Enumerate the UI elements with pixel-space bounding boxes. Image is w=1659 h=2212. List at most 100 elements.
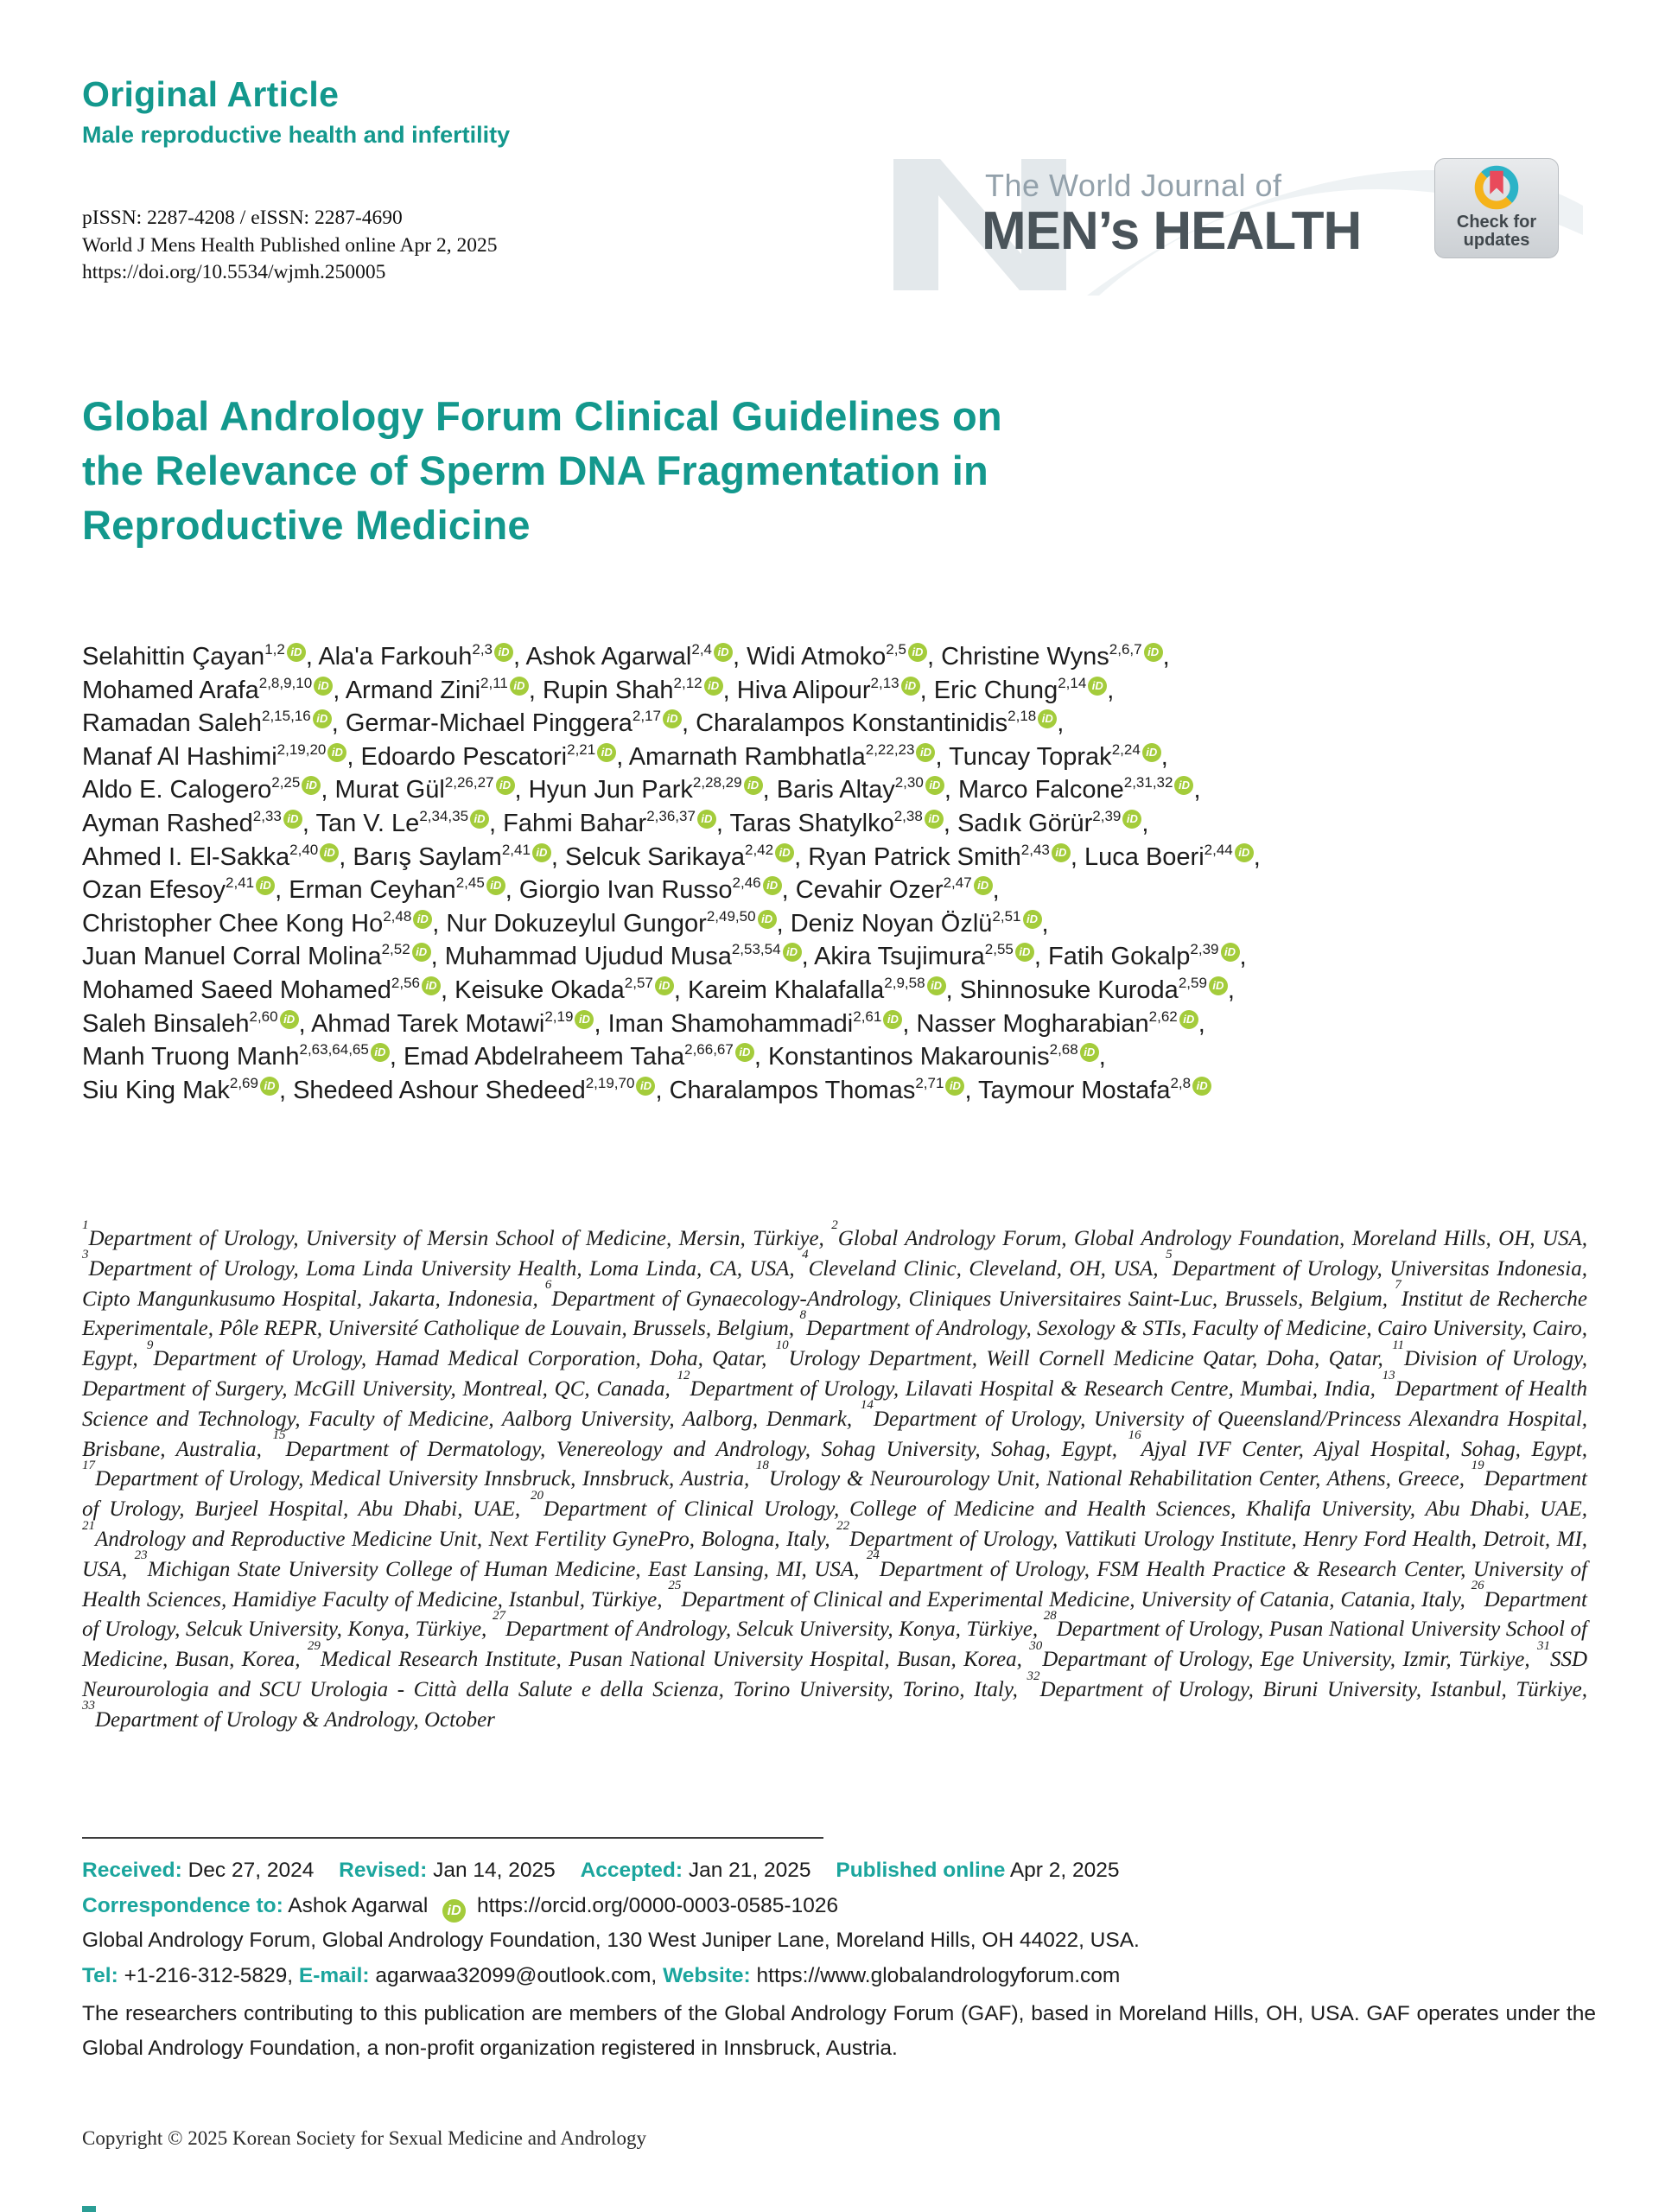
orcid-icon[interactable]: iD bbox=[1208, 976, 1228, 995]
orcid-icon[interactable]: iD bbox=[1179, 1009, 1198, 1029]
author: Iman Shamohammadi2,61 iD, bbox=[607, 1007, 917, 1038]
orcid-icon[interactable]: iD bbox=[320, 842, 340, 862]
orcid-icon[interactable]: iD bbox=[762, 876, 782, 896]
orcid-icon[interactable]: iD bbox=[413, 909, 433, 929]
orcid-icon[interactable]: iD bbox=[775, 842, 795, 862]
author: Selcuk Sarikaya2,42 iD, bbox=[565, 841, 809, 871]
orcid-icon[interactable]: iD bbox=[495, 776, 515, 796]
affiliation-number: 1 bbox=[82, 1217, 89, 1232]
orcid-icon[interactable]: iD bbox=[1088, 676, 1108, 696]
author: Mohamed Arafa2,8,9,10 iD, bbox=[82, 674, 346, 704]
orcid-icon[interactable]: iD bbox=[1038, 709, 1058, 729]
orcid-icon[interactable]: iD bbox=[509, 676, 529, 696]
doi-link[interactable]: https://doi.org/10.5534/wjmh.250005 bbox=[82, 261, 386, 283]
orcid-icon[interactable]: iD bbox=[1022, 909, 1042, 929]
orcid-icon[interactable]: iD bbox=[654, 976, 674, 995]
orcid-icon[interactable]: iD bbox=[636, 1076, 656, 1096]
orcid-icon[interactable]: iD bbox=[900, 676, 920, 696]
website-link[interactable]: https://www.globalandrologyforum.com bbox=[756, 1963, 1121, 1987]
crossmark-check-for-updates-badge[interactable]: Check for updates bbox=[1434, 158, 1559, 258]
author: Manh Truong Manh2,63,64,65 iD, bbox=[82, 1041, 404, 1071]
author: Juan Manuel Corral Molina2,52 iD, bbox=[82, 941, 445, 971]
orcid-icon[interactable]: iD bbox=[486, 876, 505, 896]
orcid-icon[interactable]: iD bbox=[1174, 776, 1194, 796]
orcid-icon[interactable]: iD bbox=[907, 643, 927, 662]
orcid-icon[interactable]: iD bbox=[597, 742, 617, 762]
correspondence-orcid-link[interactable]: https://orcid.org/0000-0003-0585-1026 bbox=[476, 1893, 839, 1917]
affiliation-number: 29 bbox=[307, 1638, 321, 1653]
affiliation-number: 28 bbox=[1043, 1609, 1057, 1624]
orcid-icon[interactable]: iD bbox=[734, 1043, 754, 1063]
orcid-icon[interactable]: iD bbox=[531, 842, 551, 862]
orcid-icon[interactable]: iD bbox=[494, 643, 514, 662]
author: Akira Tsujimura2,55 iD, bbox=[814, 941, 1048, 971]
orcid-icon[interactable]: iD bbox=[782, 943, 802, 963]
affiliation-number: 2 bbox=[831, 1217, 838, 1232]
orcid-icon[interactable]: iD bbox=[1192, 1076, 1212, 1096]
orcid-icon[interactable]: iD bbox=[662, 709, 682, 729]
orcid-icon[interactable]: iD bbox=[442, 1898, 467, 1923]
author: Saleh Binsaleh2,60 iD, bbox=[82, 1007, 312, 1038]
orcid-icon[interactable]: iD bbox=[302, 776, 321, 796]
orcid-icon[interactable]: iD bbox=[1141, 742, 1161, 762]
orcid-icon[interactable]: iD bbox=[1220, 943, 1240, 963]
author-list: Selahittin Çayan1,2 iD, Ala'a Farkouh2,3 i… bbox=[82, 640, 1596, 1107]
affiliation-number: 15 bbox=[272, 1428, 286, 1443]
orcid-icon[interactable]: iD bbox=[1143, 643, 1163, 662]
orcid-icon[interactable]: iD bbox=[283, 809, 302, 829]
author: Giorgio Ivan Russo2,46 iD, bbox=[518, 874, 796, 905]
author: Fahmi Bahar2,36,37 iD, bbox=[503, 807, 730, 837]
author: Charalampos Konstantinidis2,18 iD, bbox=[696, 708, 1065, 738]
orcid-icon[interactable]: iD bbox=[925, 776, 944, 796]
author: Kareim Khalafalla2,9,58 iD, bbox=[688, 974, 960, 1004]
crossmark-label-line1: Check for bbox=[1456, 213, 1537, 232]
orcid-icon[interactable]: iD bbox=[926, 976, 946, 995]
affiliation-number: 20 bbox=[531, 1488, 543, 1503]
orcid-icon[interactable]: iD bbox=[1234, 842, 1254, 862]
issn-line: pISSN: 2287-4208 / eISSN: 2287-4690 bbox=[82, 207, 403, 229]
orcid-icon[interactable]: iD bbox=[757, 909, 777, 929]
orcid-icon[interactable]: iD bbox=[286, 643, 306, 662]
affiliation-number: 9 bbox=[146, 1338, 154, 1352]
orcid-icon[interactable]: iD bbox=[314, 676, 334, 696]
orcid-icon[interactable]: iD bbox=[1079, 1043, 1099, 1063]
author: Amarnath Rambhatla2,22,23 iD, bbox=[628, 741, 950, 771]
orcid-icon[interactable]: iD bbox=[1122, 809, 1142, 829]
author: Ramadan Saleh2,15,16 iD, bbox=[82, 708, 346, 738]
journal-logo-name: MEN’s HEALTH bbox=[982, 201, 1362, 261]
orcid-icon[interactable]: iD bbox=[1014, 943, 1034, 963]
footer-divider bbox=[82, 1837, 823, 1839]
orcid-icon[interactable]: iD bbox=[575, 1009, 594, 1029]
author: Sadık Görür2,39 iD, bbox=[957, 807, 1149, 837]
orcid-icon[interactable]: iD bbox=[470, 809, 490, 829]
author: Rupin Shah2,12 iD, bbox=[542, 674, 737, 704]
orcid-icon[interactable]: iD bbox=[421, 976, 441, 995]
orcid-icon[interactable]: iD bbox=[883, 1009, 903, 1029]
orcid-icon[interactable]: iD bbox=[743, 776, 763, 796]
orcid-icon[interactable]: iD bbox=[327, 742, 347, 762]
revised-label: Revised: bbox=[339, 1859, 428, 1882]
orcid-icon[interactable]: iD bbox=[714, 643, 733, 662]
orcid-icon[interactable]: iD bbox=[411, 943, 431, 963]
orcid-icon[interactable]: iD bbox=[370, 1043, 390, 1063]
orcid-icon[interactable]: iD bbox=[916, 742, 936, 762]
orcid-icon[interactable]: iD bbox=[924, 809, 944, 829]
article-title: Global Andrology Forum Clinical Guidelin… bbox=[82, 389, 1002, 552]
orcid-icon[interactable]: iD bbox=[703, 676, 723, 696]
journal-citation-block: pISSN: 2287-4208 / eISSN: 2287-4690 Worl… bbox=[82, 205, 497, 287]
author: Hyun Jun Park2,28,29 iD, bbox=[528, 774, 777, 804]
orcid-icon[interactable]: iD bbox=[945, 1076, 965, 1096]
orcid-icon[interactable]: iD bbox=[973, 876, 993, 896]
orcid-icon[interactable]: iD bbox=[256, 876, 276, 896]
orcid-icon[interactable]: iD bbox=[279, 1009, 299, 1029]
orcid-icon[interactable]: iD bbox=[259, 1076, 279, 1096]
orcid-icon[interactable]: iD bbox=[312, 709, 332, 729]
email-link[interactable]: agarwaa32099@outlook.com, bbox=[375, 1963, 658, 1987]
published-line: World J Mens Health Published online Apr… bbox=[82, 233, 498, 257]
author: Ozan Efesoy2,41 iD, bbox=[82, 874, 289, 905]
author: Baris Altay2,30 iD, bbox=[776, 774, 958, 804]
author: Armand Zini2,11 iD, bbox=[345, 674, 543, 704]
orcid-icon[interactable]: iD bbox=[1051, 842, 1071, 862]
orcid-icon[interactable]: iD bbox=[696, 809, 716, 829]
